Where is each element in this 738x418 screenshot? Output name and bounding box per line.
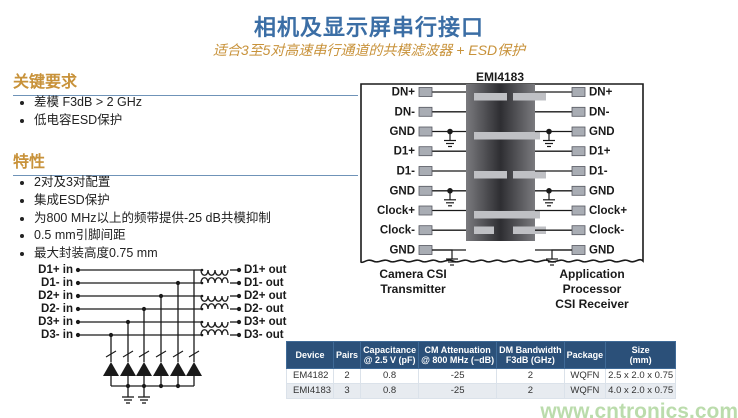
svg-text:D2+ in: D2+ in xyxy=(38,290,73,302)
svg-text:D2+ out: D2+ out xyxy=(244,290,287,302)
svg-text:D3- out: D3- out xyxy=(244,329,284,341)
svg-text:D2- out: D2- out xyxy=(244,303,284,315)
svg-text:D3- in: D3- in xyxy=(41,329,73,341)
svg-text:D1- out: D1- out xyxy=(244,277,284,289)
svg-text:D1+ in: D1+ in xyxy=(38,264,73,276)
svg-text:D2- in: D2- in xyxy=(41,303,73,315)
svg-text:D1- in: D1- in xyxy=(41,277,73,289)
svg-text:D3+ in: D3+ in xyxy=(38,316,73,328)
svg-text:D1+ out: D1+ out xyxy=(244,264,287,276)
svg-text:D3+ out: D3+ out xyxy=(244,316,287,328)
